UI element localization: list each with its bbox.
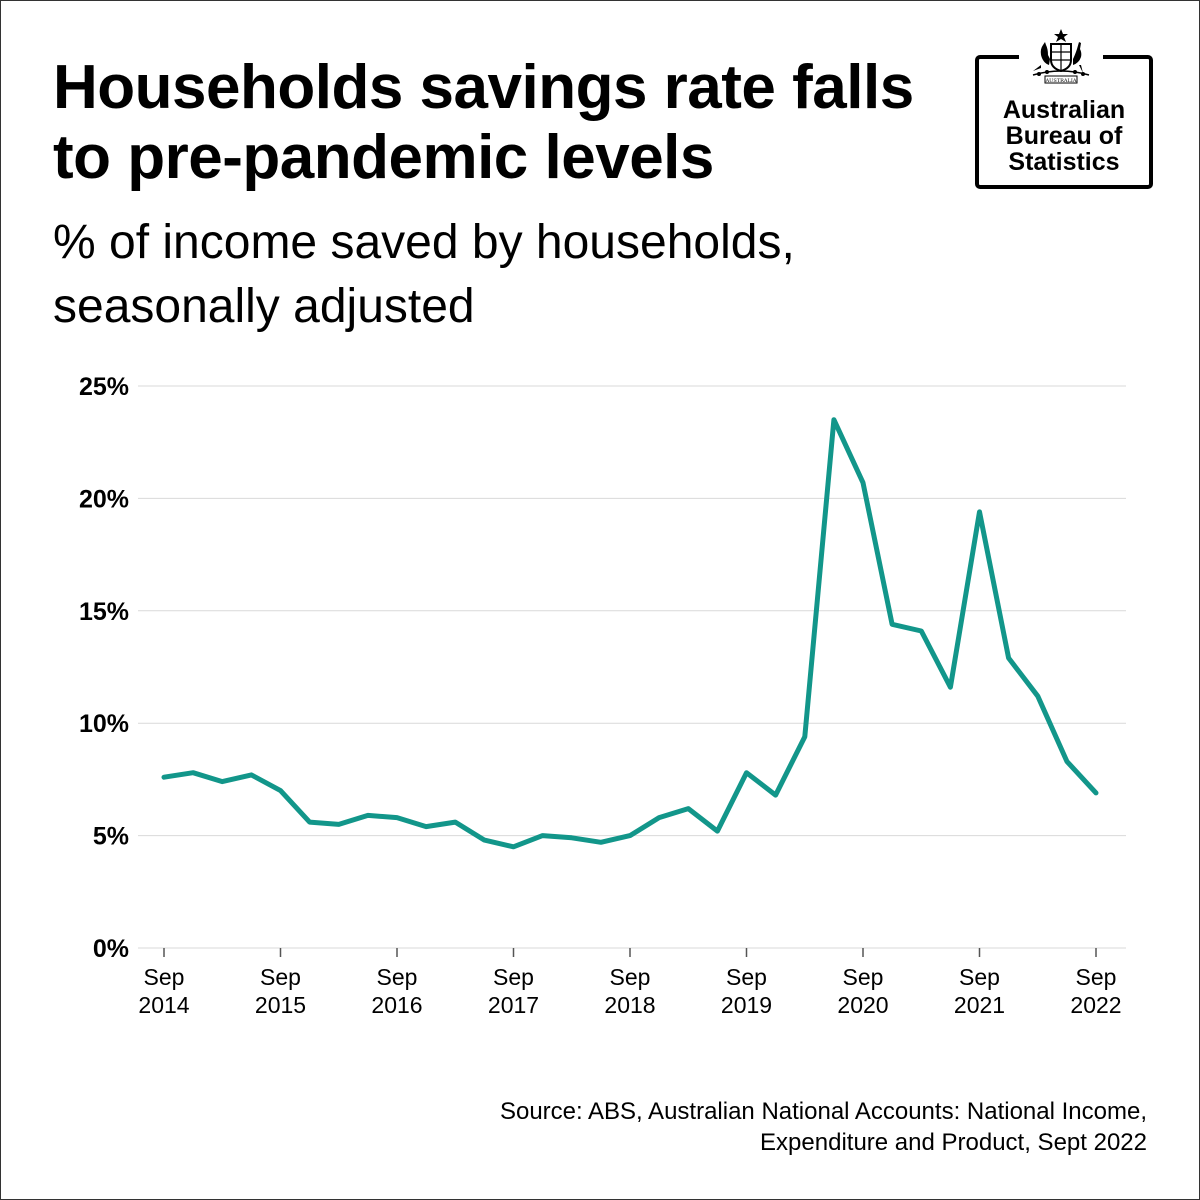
- data-point: [1064, 759, 1069, 764]
- series-savings-rate: [161, 417, 1099, 850]
- data-point: [482, 838, 487, 843]
- series-line-savings-rate: [161, 417, 1099, 850]
- data-point: [657, 815, 662, 820]
- data-point: [861, 480, 866, 485]
- data-point: [598, 840, 603, 845]
- source-note: Source: ABS, Australian National Account…: [247, 1096, 1147, 1158]
- x-tick-label-month: Sep: [726, 964, 767, 990]
- logo-line-1: Australian: [1002, 96, 1126, 124]
- y-tick-label: 5%: [93, 823, 129, 851]
- y-axis: 0% 5% 10% 15% 20% 25%: [79, 373, 129, 963]
- x-tick-label-month: Sep: [144, 964, 185, 990]
- savings-rate-line-chart: 0%5%10%15%20%25% Sep2014Sep2015Sep2016Se…: [79, 373, 1126, 1018]
- x-tick-label-year: 2020: [837, 992, 888, 1018]
- data-point: [569, 835, 574, 840]
- y-tick-label: 20%: [79, 485, 129, 513]
- logo-line-2: Bureau of: [1005, 122, 1123, 150]
- data-point: [773, 793, 778, 798]
- x-tick-label-month: Sep: [843, 964, 884, 990]
- data-point: [715, 829, 720, 834]
- data-point: [686, 806, 691, 811]
- coat-of-arms-icon: AUSTRALIA: [1019, 27, 1103, 85]
- x-tick-label-month: Sep: [260, 964, 301, 990]
- chart-subtitle-line-2: seasonally adjusted: [53, 280, 475, 333]
- data-point: [278, 788, 283, 793]
- data-point: [831, 417, 836, 422]
- y-tick-label: 0%: [93, 935, 129, 963]
- data-point: [540, 833, 545, 838]
- x-tick-label-year: 2019: [721, 992, 772, 1018]
- data-point: [1006, 656, 1011, 661]
- data-point: [744, 770, 749, 775]
- x-axis: Sep2014Sep2015Sep2016Sep2017Sep2018Sep20…: [138, 948, 1122, 1018]
- data-point: [628, 833, 633, 838]
- data-point: [948, 685, 953, 690]
- x-tick-label-year: 2014: [138, 992, 189, 1018]
- x-tick-label-year: 2017: [488, 992, 539, 1018]
- x-tick-label-year: 2016: [371, 992, 422, 1018]
- data-point: [365, 813, 370, 818]
- data-point: [890, 622, 895, 627]
- logo-line-3: Statistics: [1008, 148, 1120, 176]
- data-point: [977, 509, 982, 514]
- data-point: [249, 772, 254, 777]
- source-line-1: Source: ABS, Australian National Account…: [499, 1098, 1147, 1125]
- chart-title-line-2: to pre-pandemic levels: [53, 123, 714, 192]
- data-point: [1094, 790, 1099, 795]
- x-tick-label-month: Sep: [610, 964, 651, 990]
- chart-subtitle-line-1: % of income saved by households,: [53, 216, 795, 269]
- crest-scroll-text: AUSTRALIA: [1045, 78, 1077, 84]
- x-tick-label-month: Sep: [493, 964, 534, 990]
- x-tick-label-year: 2021: [954, 992, 1005, 1018]
- data-point: [1035, 694, 1040, 699]
- data-point: [802, 734, 807, 739]
- source-line-2: Expenditure and Product, Sept 2022: [760, 1129, 1147, 1156]
- data-point: [453, 820, 458, 825]
- y-tick-label: 15%: [79, 598, 129, 626]
- data-point: [511, 844, 516, 849]
- y-tick-label: 10%: [79, 710, 129, 738]
- x-tick-label-month: Sep: [1076, 964, 1117, 990]
- data-point: [162, 775, 167, 780]
- abs-logo-text: Australian Bureau of Statistics: [979, 97, 1149, 175]
- chart-subtitle: % of income saved by households, seasona…: [53, 211, 933, 339]
- data-point: [919, 629, 924, 634]
- data-point: [191, 770, 196, 775]
- chart-title: Households savings rate falls to pre-pan…: [53, 53, 953, 193]
- chart-gridlines: [138, 385, 1126, 949]
- x-tick-label-month: Sep: [959, 964, 1000, 990]
- x-tick-label-year: 2015: [255, 992, 306, 1018]
- data-point: [220, 779, 225, 784]
- x-tick-label-year: 2022: [1070, 992, 1121, 1018]
- data-point: [424, 824, 429, 829]
- x-tick-label-month: Sep: [377, 964, 418, 990]
- data-point: [395, 815, 400, 820]
- data-point: [307, 820, 312, 825]
- chart-title-line-1: Households savings rate falls: [53, 53, 914, 122]
- x-tick-label-year: 2018: [604, 992, 655, 1018]
- data-point: [336, 822, 341, 827]
- y-tick-label: 25%: [79, 373, 129, 401]
